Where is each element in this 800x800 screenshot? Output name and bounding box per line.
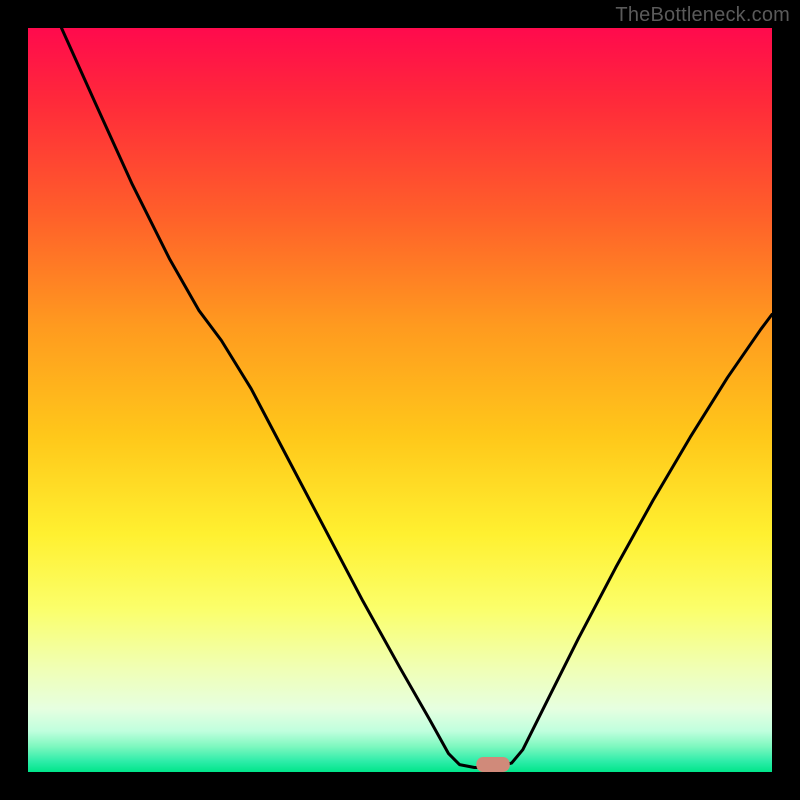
watermark-text: TheBottleneck.com: [615, 4, 790, 27]
bottleneck-chart: [0, 0, 800, 800]
optimal-point-marker: [476, 757, 510, 772]
chart-container: TheBottleneck.com: [0, 0, 800, 800]
gradient-background: [28, 28, 772, 772]
